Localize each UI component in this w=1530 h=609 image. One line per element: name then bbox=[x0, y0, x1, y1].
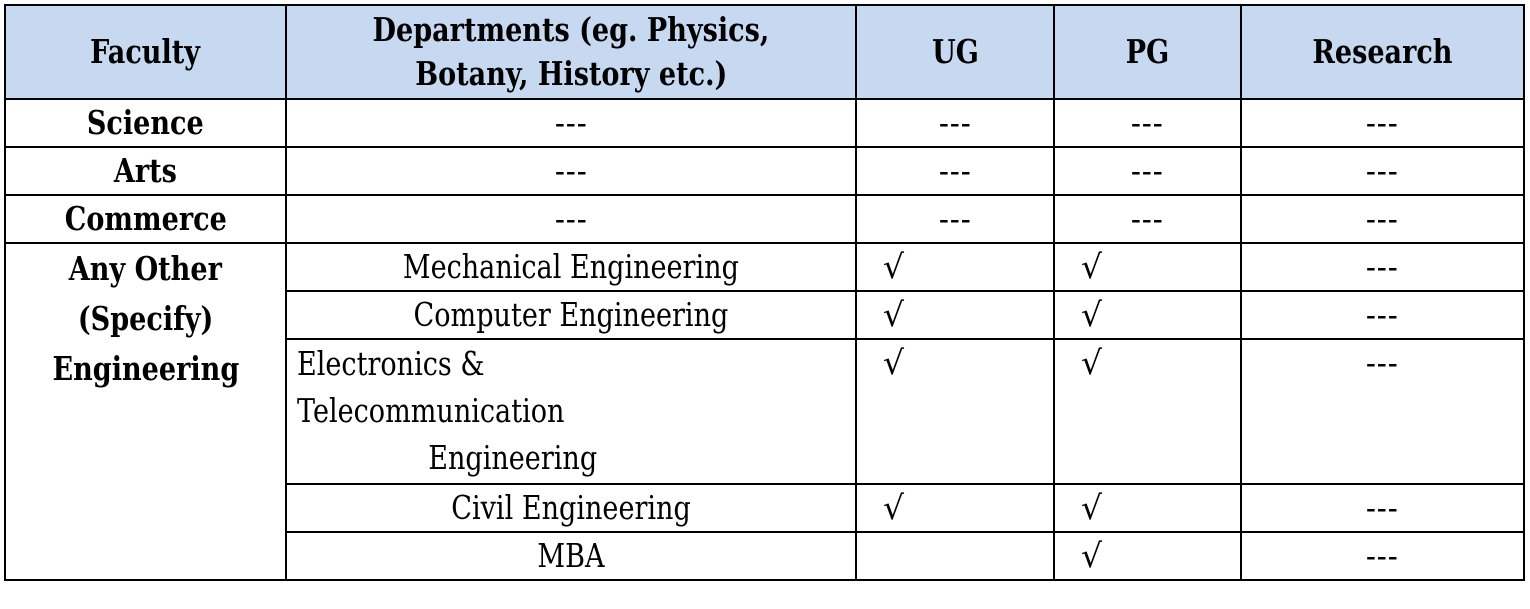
faculty-cell: Commerce bbox=[4, 194, 287, 244]
department-cell: --- bbox=[285, 98, 857, 148]
ug-cell: √ bbox=[855, 338, 1055, 485]
research-cell: --- bbox=[1240, 338, 1525, 485]
ug-cell: √ bbox=[855, 483, 1055, 533]
department-cell: Computer Engineering bbox=[285, 290, 857, 340]
research-cell: --- bbox=[1240, 194, 1525, 244]
checkmark-icon: √ bbox=[1081, 488, 1103, 527]
ug-cell: √ bbox=[855, 290, 1055, 340]
department-cell: Electronics & Telecommunication Engineer… bbox=[285, 338, 857, 485]
department-cell: --- bbox=[285, 146, 857, 196]
checkmark-icon: √ bbox=[883, 295, 905, 334]
checkmark-icon: √ bbox=[1081, 247, 1103, 286]
header-pg: PG bbox=[1053, 4, 1242, 100]
checkmark-icon: √ bbox=[883, 488, 905, 527]
faculty-cell-other: Any Other (Specify) Engineering bbox=[4, 242, 287, 581]
table-row: Arts --- --- --- --- bbox=[4, 146, 1525, 196]
ug-cell bbox=[855, 531, 1055, 581]
faculty-cell: Science bbox=[4, 98, 287, 148]
research-cell: --- bbox=[1240, 98, 1525, 148]
table-row: Civil Engineering √ √ --- bbox=[5, 483, 1525, 533]
research-cell: --- bbox=[1240, 483, 1525, 533]
table-row: Computer Engineering √ √ --- bbox=[5, 290, 1525, 340]
table-row: Electronics & Telecommunication Engineer… bbox=[5, 338, 1525, 485]
ug-cell: --- bbox=[855, 146, 1055, 196]
header-ug: UG bbox=[855, 4, 1055, 100]
ug-cell: √ bbox=[855, 242, 1055, 292]
checkmark-icon: √ bbox=[1081, 536, 1103, 575]
research-cell: --- bbox=[1240, 290, 1525, 340]
header-research: Research bbox=[1240, 4, 1525, 100]
header-faculty: Faculty bbox=[4, 4, 287, 100]
table-row: Commerce --- --- --- --- bbox=[4, 194, 1525, 244]
pg-cell: --- bbox=[1053, 98, 1242, 148]
faculty-cell: Arts bbox=[4, 146, 287, 196]
department-cell: --- bbox=[285, 194, 857, 244]
department-cell: Mechanical Engineering bbox=[285, 242, 857, 292]
faculty-departments-table: Faculty Departments (eg. Physics, Botany… bbox=[4, 4, 1525, 581]
department-cell: Civil Engineering bbox=[285, 483, 857, 533]
pg-cell: --- bbox=[1053, 146, 1242, 196]
pg-cell: √ bbox=[1053, 242, 1242, 292]
document-page: Faculty Departments (eg. Physics, Botany… bbox=[4, 4, 1525, 581]
ug-cell: --- bbox=[855, 98, 1055, 148]
pg-cell: √ bbox=[1053, 338, 1242, 485]
research-cell: --- bbox=[1240, 531, 1525, 581]
table-row: MBA √ --- bbox=[5, 531, 1525, 581]
research-cell: --- bbox=[1240, 242, 1525, 292]
pg-cell: √ bbox=[1053, 531, 1242, 581]
checkmark-icon: √ bbox=[883, 343, 905, 382]
checkmark-icon: √ bbox=[883, 247, 905, 286]
department-cell: MBA bbox=[285, 531, 857, 581]
research-cell: --- bbox=[1240, 146, 1525, 196]
table-row: Any Other (Specify) Engineering Mechanic… bbox=[4, 242, 1525, 581]
checkmark-icon: √ bbox=[1081, 295, 1103, 334]
ug-cell: --- bbox=[855, 194, 1055, 244]
pg-cell: √ bbox=[1053, 483, 1242, 533]
table-header-row: Faculty Departments (eg. Physics, Botany… bbox=[4, 4, 1525, 100]
header-departments: Departments (eg. Physics, Botany, Histor… bbox=[285, 4, 857, 100]
checkmark-icon: √ bbox=[1081, 343, 1103, 382]
pg-cell: --- bbox=[1053, 194, 1242, 244]
table-row: Science --- --- --- --- bbox=[4, 98, 1525, 148]
pg-cell: √ bbox=[1053, 290, 1242, 340]
